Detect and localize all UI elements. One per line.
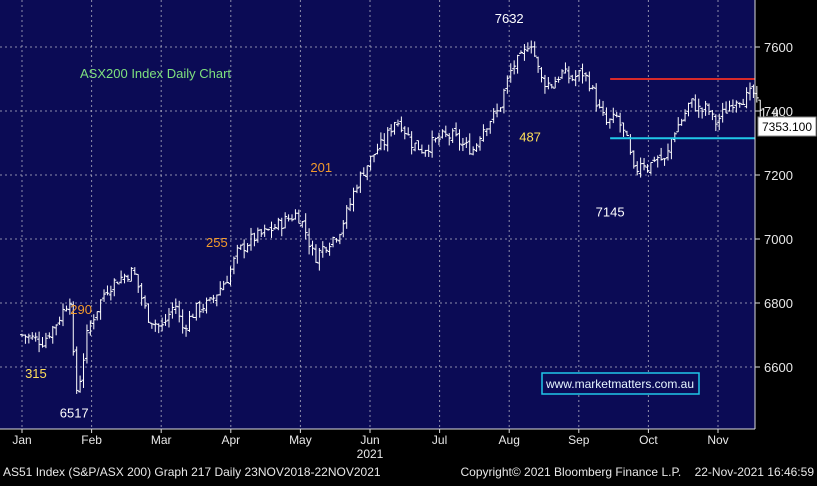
y-tick-label: 7200 [764, 168, 793, 183]
y-tick-label: 6600 [764, 360, 793, 375]
x-tick-label: Sep [568, 433, 590, 447]
annotation-label: 290 [70, 302, 92, 317]
x-tick-label: Aug [499, 433, 520, 447]
annotation-label: 6517 [60, 406, 89, 421]
y-tick-label: 7400 [764, 104, 793, 119]
axis-background [755, 0, 817, 429]
annotation-label: 255 [206, 235, 228, 250]
watermark-box: www.marketmatters.com.au [541, 372, 700, 395]
annotation-label: 7632 [495, 11, 524, 26]
horizontal-levels [610, 78, 755, 140]
x-tick-label: Feb [81, 433, 102, 447]
x-tick-label: Jun [360, 433, 379, 447]
x-tick-label: Jul [432, 433, 447, 447]
footer-left-text: AS51 Index (S&P/ASX 200) Graph 217 Daily… [3, 465, 381, 479]
y-tick-label: 7600 [764, 40, 793, 55]
annotation-label: 315 [25, 366, 47, 381]
y-tick-label: 7000 [764, 232, 793, 247]
x-tick-label: Mar [151, 433, 172, 447]
x-tick-label: May [289, 433, 312, 447]
last-price-label: 7353.100 [762, 120, 812, 134]
x-tick-label: Jan [12, 433, 31, 447]
footer-right-text: Copyright© 2021 Bloomberg Finance L.P. 2… [460, 465, 814, 479]
footer-background [0, 429, 817, 481]
price-bars [20, 40, 790, 394]
x-tick-label: Nov [707, 433, 728, 447]
annotation-label: 487 [519, 129, 541, 144]
annotation-label: 201 [310, 160, 332, 175]
grid-lines [0, 0, 755, 429]
y-tick-label: 6800 [764, 296, 793, 311]
x-tick-label: Oct [639, 433, 658, 447]
annotations: 7632 487 7145 201 255 290 315 6517 [25, 11, 625, 421]
last-price-tag: 7353.100 [757, 116, 817, 137]
plot-background [0, 0, 755, 429]
chart-title: ASX200 Index Daily Chart [80, 66, 231, 81]
annotation-label: 7145 [596, 205, 625, 220]
watermark-text: www.marketmatters.com.au [545, 377, 694, 391]
x-year-label: 2021 [357, 447, 384, 461]
x-tick-label: Apr [221, 433, 240, 447]
axis-labels: 6600 6800 7000 7200 7400 7600 Jan Feb Mar Apr May J… [0, 0, 793, 461]
